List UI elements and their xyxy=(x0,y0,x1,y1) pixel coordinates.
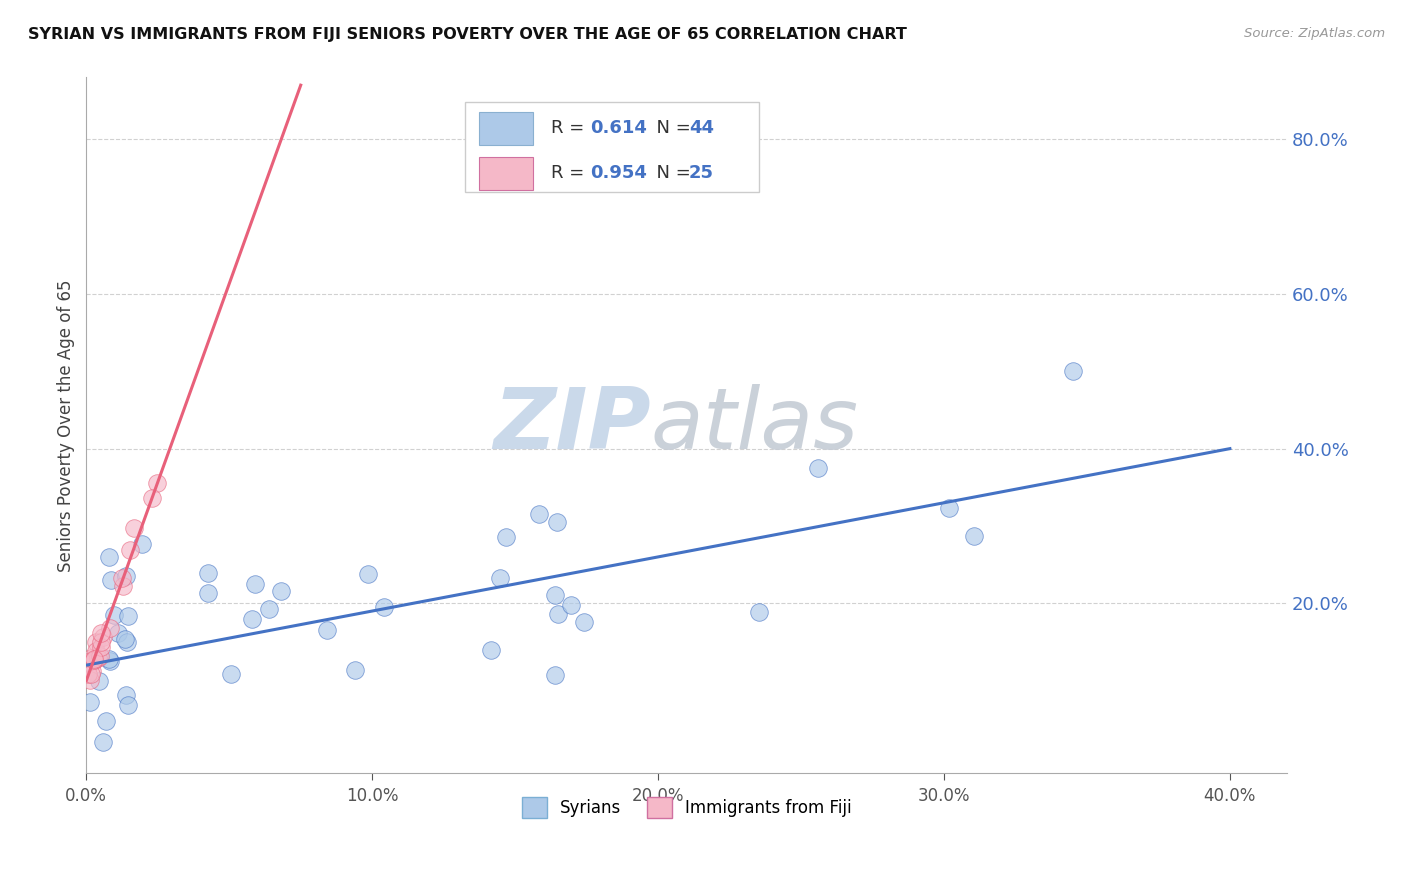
Point xyxy=(243,576,266,591)
Point xyxy=(77,655,100,669)
Point xyxy=(80,651,103,665)
Text: R =: R = xyxy=(551,120,591,137)
Point xyxy=(89,648,111,663)
Point xyxy=(117,698,139,713)
Point xyxy=(79,694,101,708)
Point xyxy=(90,635,112,649)
Point xyxy=(80,667,103,681)
Point xyxy=(544,588,567,602)
Text: R =: R = xyxy=(551,164,591,183)
Point xyxy=(572,615,595,629)
Point xyxy=(489,571,512,585)
Legend: Syrians, Immigrants from Fiji: Syrians, Immigrants from Fiji xyxy=(515,790,858,824)
Point xyxy=(146,476,169,491)
Point xyxy=(115,688,138,702)
FancyBboxPatch shape xyxy=(464,102,759,193)
Point xyxy=(117,609,139,624)
Point xyxy=(938,500,960,515)
Point xyxy=(84,644,107,658)
Text: ZIP: ZIP xyxy=(494,384,651,467)
Point xyxy=(748,605,770,619)
Point xyxy=(270,584,292,599)
Point xyxy=(100,573,122,587)
Point xyxy=(120,543,142,558)
Point xyxy=(98,621,121,635)
Y-axis label: Seniors Poverty Over the Age of 65: Seniors Poverty Over the Age of 65 xyxy=(58,279,75,572)
Point xyxy=(79,673,101,687)
Point xyxy=(83,653,105,667)
Point xyxy=(807,461,830,475)
Point xyxy=(107,625,129,640)
Point xyxy=(94,714,117,729)
Point xyxy=(89,673,111,688)
Point xyxy=(544,668,567,682)
Point xyxy=(131,536,153,550)
Point xyxy=(77,660,100,674)
Point xyxy=(83,652,105,666)
Point xyxy=(316,624,339,638)
Point xyxy=(963,529,986,543)
Point xyxy=(117,634,139,648)
Point xyxy=(100,654,122,668)
Text: 0.954: 0.954 xyxy=(591,164,648,183)
Point xyxy=(91,630,114,644)
Point xyxy=(90,625,112,640)
Point xyxy=(80,664,103,678)
Text: N =: N = xyxy=(645,120,696,137)
Point xyxy=(560,599,582,613)
Point xyxy=(90,640,112,654)
Point xyxy=(495,531,517,545)
Text: 25: 25 xyxy=(689,164,714,183)
Point xyxy=(76,666,98,681)
FancyBboxPatch shape xyxy=(479,157,533,190)
Point xyxy=(344,663,367,677)
Point xyxy=(547,607,569,622)
Point xyxy=(111,579,134,593)
Point xyxy=(87,650,110,665)
Point xyxy=(197,585,219,599)
Point xyxy=(91,735,114,749)
Point xyxy=(527,507,550,521)
Point xyxy=(83,653,105,667)
Text: atlas: atlas xyxy=(651,384,859,467)
Text: Source: ZipAtlas.com: Source: ZipAtlas.com xyxy=(1244,27,1385,40)
Point xyxy=(257,602,280,616)
Point xyxy=(141,491,163,506)
Point xyxy=(479,643,502,657)
Point xyxy=(103,607,125,622)
FancyBboxPatch shape xyxy=(479,112,533,145)
Point xyxy=(373,599,395,614)
Point xyxy=(546,515,568,529)
Point xyxy=(221,666,243,681)
Point xyxy=(1062,364,1084,378)
Text: 44: 44 xyxy=(689,120,714,137)
Point xyxy=(240,612,263,626)
Point xyxy=(115,569,138,583)
Point xyxy=(122,521,145,535)
Text: N =: N = xyxy=(645,164,696,183)
Point xyxy=(197,566,219,580)
Text: SYRIAN VS IMMIGRANTS FROM FIJI SENIORS POVERTY OVER THE AGE OF 65 CORRELATION CH: SYRIAN VS IMMIGRANTS FROM FIJI SENIORS P… xyxy=(28,27,907,42)
Point xyxy=(357,567,380,582)
Point xyxy=(97,550,120,565)
Point xyxy=(98,652,121,666)
Text: 0.614: 0.614 xyxy=(591,120,648,137)
Point xyxy=(84,634,107,648)
Point xyxy=(111,571,134,585)
Point xyxy=(114,632,136,646)
